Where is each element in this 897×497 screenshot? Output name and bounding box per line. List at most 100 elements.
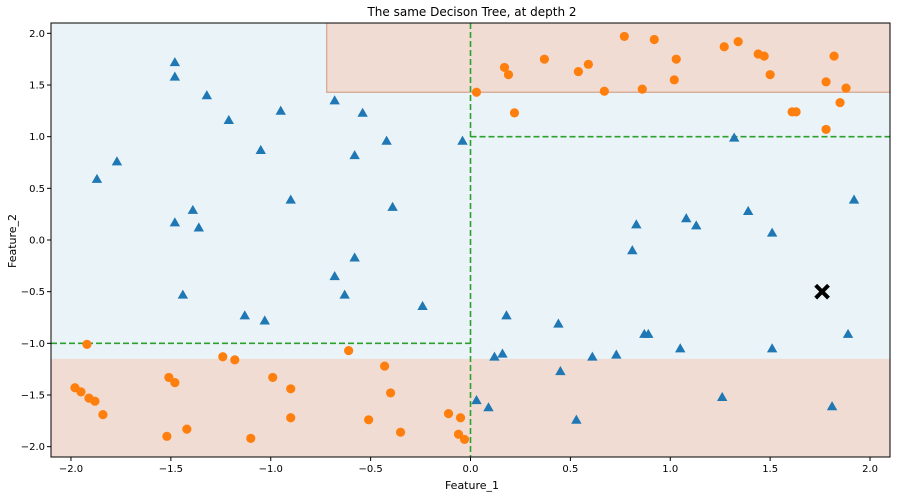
triangle-point (169, 217, 181, 227)
circle-point (455, 413, 466, 423)
decision-region-0 (326, 23, 891, 93)
circle-point (759, 51, 769, 61)
circle-point (230, 355, 240, 365)
triangle-point (848, 194, 860, 204)
y-tick-label: 2.0 (29, 29, 45, 40)
x-tick-label: 0.5 (562, 464, 578, 475)
triangle-point (187, 204, 199, 214)
triangle-point (193, 222, 205, 232)
triangle-point (555, 366, 566, 376)
circle-point (499, 62, 510, 73)
triangle-point (381, 135, 392, 145)
circle-point (649, 34, 659, 45)
triangle-point (627, 245, 638, 255)
triangle-point (329, 95, 340, 105)
circle-point (669, 75, 679, 85)
triangle-point (259, 315, 270, 325)
circle-point (344, 345, 354, 356)
triangle-point (223, 114, 234, 125)
triangle-point (675, 343, 686, 353)
circle-point (471, 87, 482, 97)
circle-point (76, 387, 86, 397)
triangle-point (457, 135, 468, 145)
circle-point (583, 59, 593, 69)
circle-point (453, 429, 464, 439)
triangle-point (728, 132, 740, 142)
y-tick-label: 0.5 (29, 184, 45, 195)
circle-point (82, 339, 92, 349)
triangle-point (349, 252, 360, 262)
y-axis: −2.0 −1.5 −1.0 −0.5 0.0 0.5 1.0 1.5 2.0 (21, 29, 51, 453)
circle-point (170, 378, 180, 388)
y-tick-label: −2.0 (21, 442, 45, 453)
y-tick-label: 1.5 (29, 81, 45, 92)
triangle-point (239, 310, 250, 320)
circle-point (791, 107, 801, 117)
triangle-point (177, 289, 189, 299)
triangle-point (571, 414, 582, 424)
circle-point (164, 372, 174, 383)
triangle-point (631, 219, 642, 229)
circle-point (733, 37, 743, 47)
triangle-point (766, 227, 778, 237)
x-axis-label: Feature_1 (445, 479, 499, 492)
x-tick-label: 1.0 (662, 464, 678, 475)
circle-point (821, 124, 831, 135)
triangle-point (842, 328, 854, 338)
circle-point (719, 42, 729, 52)
triangle-point (681, 213, 692, 223)
triangle-point (357, 107, 368, 117)
circle-point (573, 66, 583, 77)
circle-point (599, 86, 609, 96)
circle-point (286, 384, 296, 394)
triangle-point (285, 194, 296, 204)
circle-point (821, 77, 831, 87)
query-point-marker (814, 283, 830, 300)
triangle-point (275, 105, 286, 115)
triangle-point (387, 201, 398, 211)
x-tick-label: −1.0 (259, 464, 283, 475)
circle-point (90, 396, 100, 406)
circle-point (395, 427, 406, 437)
triangle-point (255, 144, 266, 154)
circle-point (671, 54, 681, 64)
triangle-point (471, 394, 482, 405)
triangle-point (329, 270, 340, 281)
circle-point (503, 70, 514, 80)
triangle-point (611, 349, 622, 359)
triangle-point (742, 205, 754, 215)
triangle-point (417, 300, 428, 311)
y-tick-label: −1.0 (21, 339, 45, 350)
triangle-point (587, 351, 598, 361)
circle-point (385, 388, 396, 398)
circle-point (380, 361, 390, 371)
y-tick-label: −0.5 (21, 287, 45, 298)
circle-point (218, 352, 228, 362)
x-tick-label: 1.5 (762, 464, 778, 475)
triangle-point (497, 348, 508, 358)
circle-point (443, 409, 454, 419)
y-axis-label: Feature_2 (6, 214, 19, 268)
triangle-point (643, 328, 654, 338)
circle-point (459, 434, 470, 445)
triangle-point (349, 150, 360, 160)
triangle-point (826, 401, 838, 411)
circle-point (835, 97, 845, 108)
circle-point (162, 431, 172, 441)
x-axis: −2.0 −1.5 −1.0 −0.5 0.0 0.5 1.0 1.5 2.0 (59, 457, 878, 475)
x-tick-label: −0.5 (358, 464, 382, 475)
decision-region-border-0 (326, 23, 890, 93)
triangle-point (111, 156, 123, 166)
circle-point (286, 413, 296, 423)
triangle-point (169, 57, 181, 67)
circle-point (637, 84, 647, 94)
triangle-point (483, 402, 494, 412)
circle-point (509, 108, 520, 118)
triangle-point (717, 391, 728, 401)
circle-point (539, 54, 550, 64)
circle-point (619, 31, 629, 42)
y-tick-label: 1.0 (29, 132, 45, 143)
triangle-point (339, 289, 350, 299)
circle-point (246, 433, 256, 443)
